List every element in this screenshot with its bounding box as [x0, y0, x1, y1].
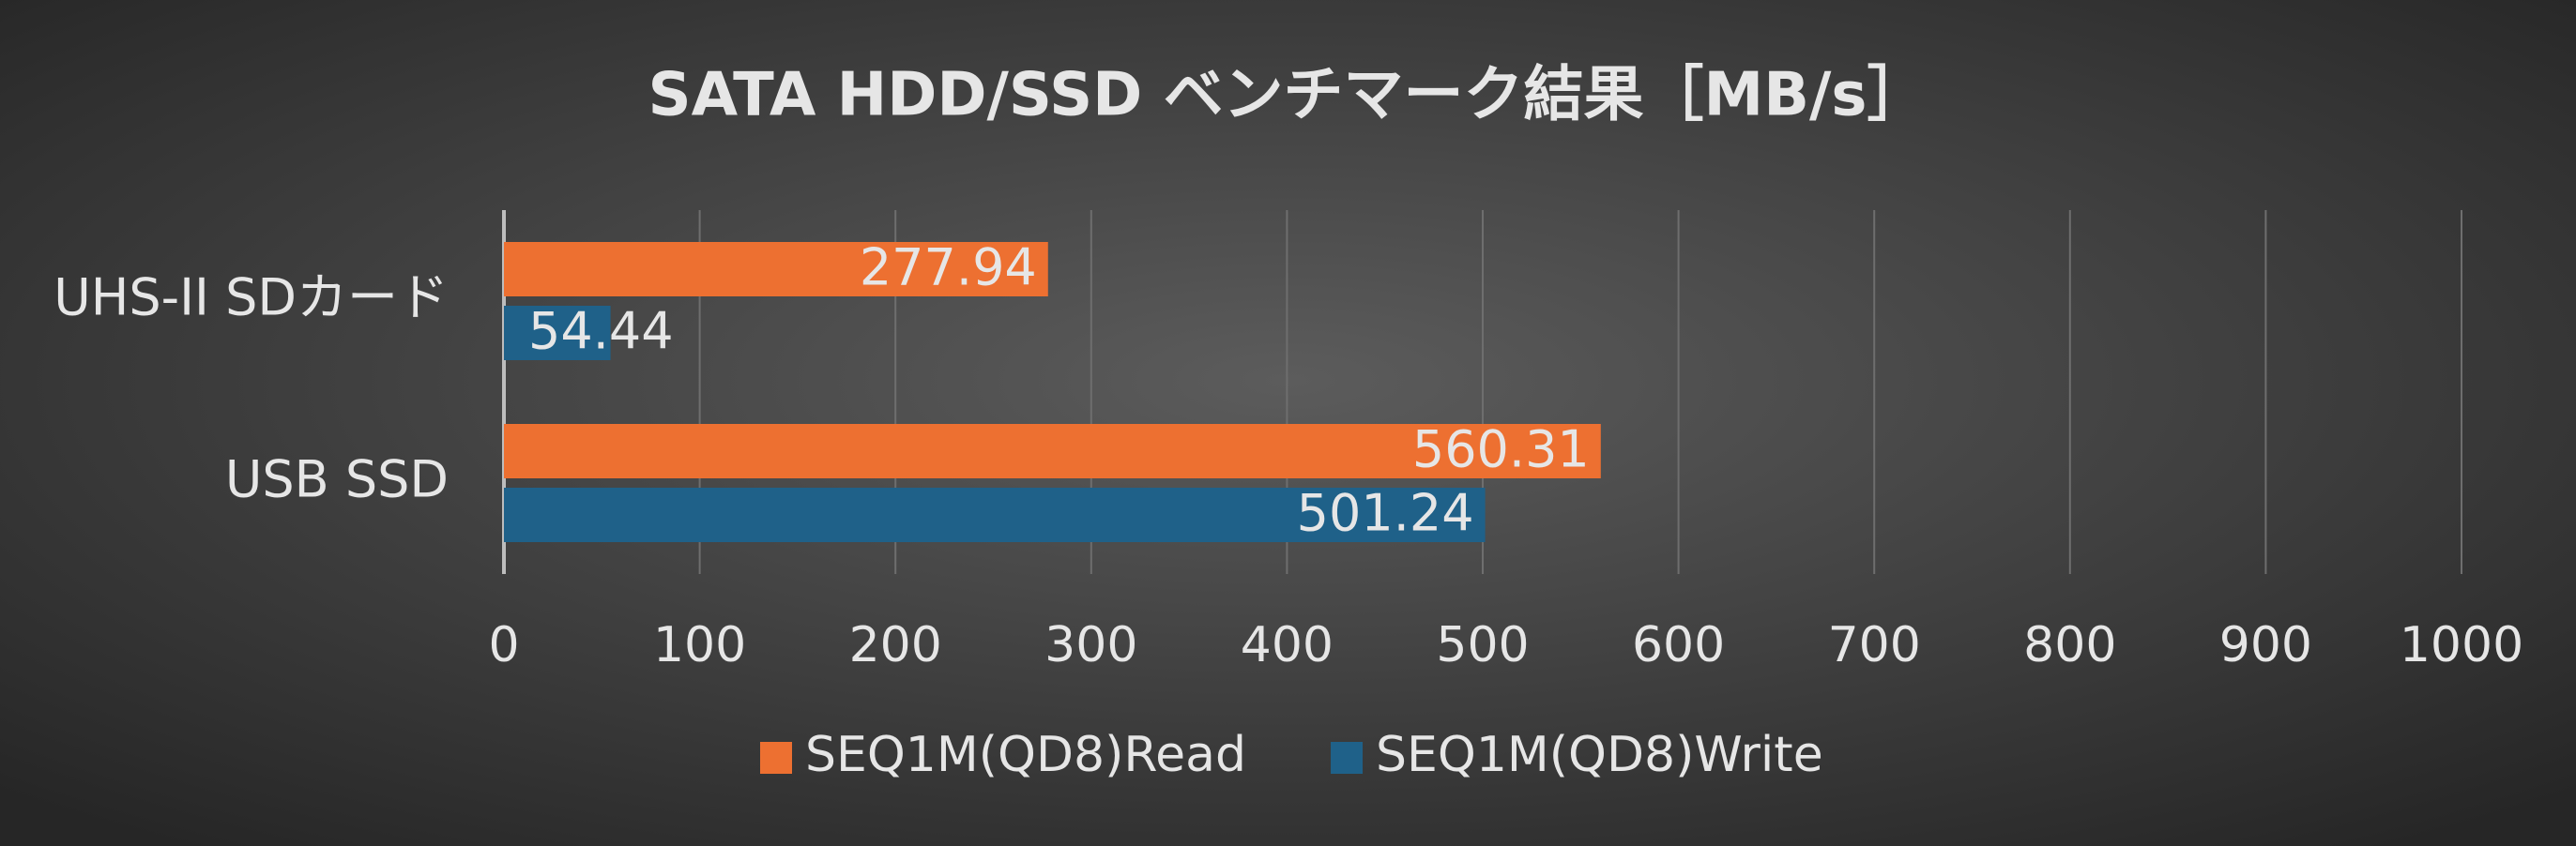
- y-tick-label: UHS-II SDカード: [53, 268, 449, 327]
- bar: [504, 242, 1048, 296]
- legend-label: SEQ1M(QD8)Write: [1376, 727, 1823, 783]
- legend-swatch: [1331, 742, 1364, 774]
- data-label: 560.31: [1412, 420, 1590, 479]
- x-tick-label: 300: [1044, 617, 1137, 673]
- bar: [504, 488, 1486, 542]
- bar: [504, 306, 611, 360]
- data-label: 277.94: [860, 238, 1037, 297]
- x-tick-label: 400: [1241, 617, 1334, 673]
- x-tick-label: 500: [1436, 617, 1529, 673]
- y-tick-label: USB SSD: [225, 450, 449, 509]
- bar: [504, 424, 1601, 478]
- x-tick-label: 1000: [2400, 617, 2523, 673]
- legend-swatch: [760, 742, 792, 774]
- chart-title: SATA HDD/SSD ベンチマーク結果［MB/s］: [648, 61, 1928, 130]
- x-tick-label: 800: [2023, 617, 2116, 673]
- legend-label: SEQ1M(QD8)Read: [805, 727, 1246, 783]
- x-tick-label: 700: [1828, 617, 1921, 673]
- data-label: 501.24: [1297, 484, 1474, 543]
- x-tick-label: 900: [2219, 617, 2312, 673]
- x-tick-label: 600: [1632, 617, 1725, 673]
- x-tick-label: 200: [849, 617, 942, 673]
- x-tick-label: 0: [488, 617, 519, 673]
- x-tick-label: 100: [653, 617, 746, 673]
- data-label: 54.44: [528, 302, 674, 361]
